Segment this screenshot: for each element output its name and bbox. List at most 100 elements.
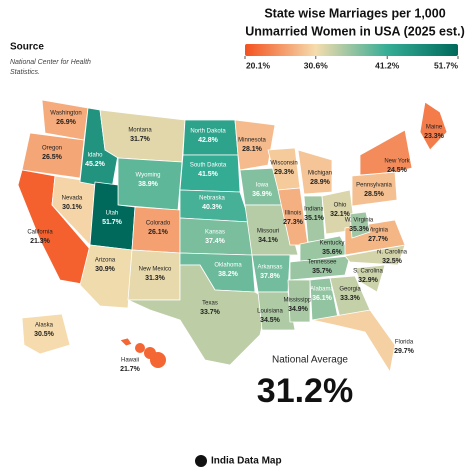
state [179,217,253,256]
state-name: Kentucky [320,241,345,247]
state-value: 40.3% [202,204,223,211]
state-name: Idaho [87,153,103,159]
state [311,309,396,373]
state [79,244,133,309]
states: Washington 26.9% Oregon 26.5% California 21.3… [17,99,448,373]
state-name: W. Virginia [345,218,374,224]
state-name: Texas [202,301,218,307]
state [21,132,85,179]
state [359,129,413,176]
state-value: 32.9% [358,277,379,284]
state-value: 21.7% [120,366,141,373]
state-name: New York [384,159,410,165]
state-name: Michigan [308,171,332,177]
source-heading: Source [10,42,44,53]
average-label: National Average [272,355,348,366]
state-value: 30.9% [95,266,116,273]
source-text: National Center for Health [10,59,91,66]
state-name: South Dakota [190,163,227,169]
state-value: 37.4% [205,238,226,245]
state-name: Arkansas [257,265,282,271]
state-name: Ohio [334,203,347,209]
state-value: 45.2% [85,161,106,168]
state-name: North Dakota [190,129,226,135]
state-name: Wyoming [136,173,161,179]
title-line: State wise Marriages per 1,000 [264,6,445,20]
state-value: 33.3% [340,295,361,302]
state-value: 29.3% [274,169,295,176]
state-name: Maine [426,125,443,131]
state-value: 34.5% [260,317,281,324]
state-name: Alaska [35,323,54,329]
state-value: 51.7% [102,219,123,226]
legend-label: 20.1% [246,60,271,70]
state-value: 32.5% [382,258,403,265]
state-value: 28.1% [242,146,263,153]
state-name: Arizona [95,258,116,264]
footer-icon [195,455,207,467]
state-value: 26.5% [42,154,63,161]
state-value: 30.1% [62,204,83,211]
state [419,101,448,151]
legend-label: 51.7% [434,60,459,70]
state-value: 28.5% [364,191,385,198]
state [127,264,269,366]
legend: 20.1% 30.6% 41.2% 51.7% [244,56,459,70]
state [354,264,386,293]
state-value: 23.3% [424,133,445,140]
state-value: 32.1% [330,211,351,218]
state-name: Hawaii [121,358,139,364]
state-name: Montana [128,128,152,134]
state-name: Minnesota [238,138,266,144]
title-line: Unmarried Women in USA (2025 est.) [245,24,465,38]
state-value: 26.1% [148,229,169,236]
state-value: 21.3% [30,238,51,245]
state-name: Wisconsin [270,161,297,167]
state-value: 36.9% [252,191,273,198]
state-name: Virginia [368,228,389,234]
state-name: Iowa [256,183,269,189]
state-value: 31.7% [130,136,151,143]
state-value: 33.7% [200,309,221,316]
legend-bar [245,44,458,56]
state-value: 41.5% [198,171,219,178]
state-value: 27.7% [368,236,389,243]
state [289,255,351,281]
average-value: 31.2% [257,372,353,410]
state-value: 29.7% [394,348,415,355]
state-name: Kansas [205,230,225,236]
state-value: 42.8% [198,137,219,144]
state-value: 35.6% [322,249,343,256]
state-name: Oregon [42,146,62,152]
state [287,279,311,323]
state-name: Nevada [62,196,83,202]
state [234,119,276,171]
state-value: 36.1% [312,295,333,302]
state-name: Pennsylvania [356,183,392,189]
state-value: 26.9% [56,119,77,126]
state-island [150,352,166,368]
state-name: Louisiana [257,309,283,315]
state-value: 28.9% [310,179,331,186]
state [297,149,333,195]
state-value: 35.3% [349,226,370,233]
state-name: California [27,230,53,236]
footer: India Data Map [211,456,282,467]
state-name: Colorado [146,221,171,227]
state-value: 34.9% [288,306,309,313]
state-name: Indiana [304,207,324,213]
state-name: N. Carolina [377,250,408,256]
state-value: 30.5% [34,331,55,338]
state-name: Mississippi [283,298,312,304]
state-island [135,343,145,353]
state-name: Georgia [339,287,361,293]
state [21,313,71,355]
state-name: Tennessee [307,260,337,266]
source-text: Statistics. [10,69,40,76]
state-value: 35.1% [304,215,325,222]
state-name: Utah [106,211,119,217]
state-name: S. Carolina [353,269,383,275]
state [351,171,398,207]
state-value: 27.3% [283,219,304,226]
